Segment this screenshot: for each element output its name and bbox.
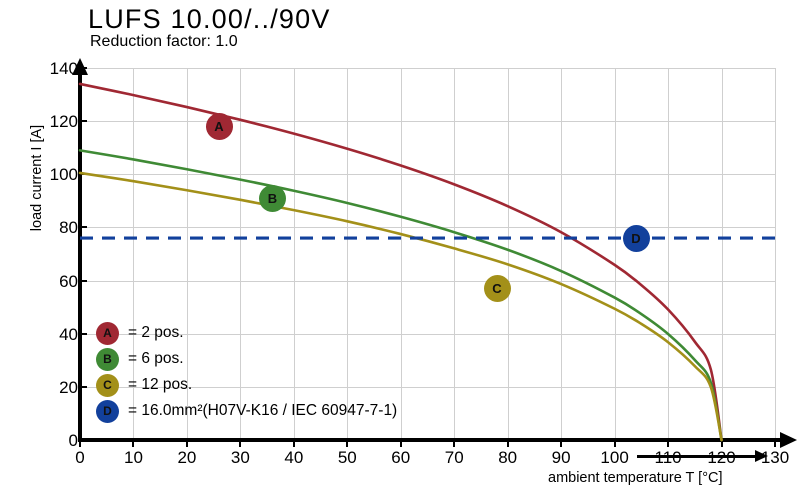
curve-marker-c: C <box>483 275 511 303</box>
gridline-horizontal <box>80 280 775 282</box>
gridline-vertical <box>721 68 723 440</box>
gridline-horizontal <box>80 174 775 176</box>
x-axis-tick <box>399 440 402 447</box>
legend-marker-d: D <box>96 399 119 423</box>
y-axis-tick-label: 80 <box>59 218 78 238</box>
x-axis-line <box>78 438 782 442</box>
x-axis-tick <box>292 440 295 447</box>
chart-subtitle: Reduction factor: 1.0 <box>90 33 238 50</box>
gridline-vertical <box>561 68 563 440</box>
y-axis-tick <box>80 120 87 123</box>
legend-item: C = 12 pos. <box>96 372 446 398</box>
legend-marker-b: B <box>96 347 119 371</box>
x-axis-direction-arrowhead-icon <box>755 450 768 462</box>
gridline-vertical <box>614 68 616 440</box>
gridline-horizontal <box>80 227 775 229</box>
x-axis-tick-label: 20 <box>177 448 197 467</box>
x-axis-tick-label: 90 <box>551 448 571 467</box>
gridline-horizontal <box>80 68 775 69</box>
x-axis-tick-label: 100 <box>600 448 629 467</box>
gridline-vertical <box>668 68 670 440</box>
y-axis-tick <box>80 385 87 388</box>
x-axis-tick-label: 130 <box>760 448 790 467</box>
gridline-vertical <box>454 68 456 440</box>
legend-label-b: = 6 pos. <box>128 350 184 367</box>
y-axis-tick <box>80 279 87 282</box>
y-axis-tick-label: 60 <box>59 271 78 291</box>
gridline-horizontal <box>80 121 775 123</box>
legend-label-c: = 12 pos. <box>128 376 193 393</box>
x-axis-tick-label: 60 <box>391 448 411 467</box>
y-axis-tick <box>80 226 87 229</box>
legend-label-a: = 2 pos. <box>128 324 184 341</box>
x-axis-tick <box>613 440 616 447</box>
x-axis-tick <box>720 440 723 447</box>
y-axis-tick-label: 20 <box>59 377 78 397</box>
y-axis-tick <box>80 332 87 335</box>
x-axis-direction-arrow-icon <box>637 455 757 458</box>
y-axis-tick-label: 120 <box>49 112 78 132</box>
legend-marker-a: A <box>96 321 119 345</box>
y-axis-tick <box>80 67 87 69</box>
x-axis-tick-label: 110 <box>654 448 682 467</box>
x-axis-tick-label: 80 <box>498 448 518 467</box>
x-axis-tick <box>185 440 188 447</box>
x-axis-label: ambient temperature T [°C] <box>548 470 723 486</box>
curve-marker-d: D <box>622 224 650 252</box>
x-axis-tick <box>346 440 349 447</box>
chart-title: LUFS 10.00/../90V <box>88 4 331 34</box>
x-axis-tick-label: 50 <box>337 448 357 467</box>
x-axis-tick <box>506 440 509 447</box>
x-axis-tick <box>132 440 135 447</box>
legend-label-d: = 16.0mm²(H07V-K16 / IEC 60947-7-1) <box>128 402 398 419</box>
y-axis-tick-label: 140 <box>49 59 78 78</box>
legend-item: A = 2 pos. <box>96 320 446 346</box>
x-axis-tick-label: 40 <box>284 448 304 467</box>
legend: A = 2 pos. B = 6 pos. C = 12 pos. D = 16.0mm²(H… <box>96 320 446 424</box>
x-axis-tick <box>667 440 670 447</box>
curve-marker-a: A <box>205 112 233 140</box>
x-axis-tick <box>560 440 563 447</box>
x-axis-tick <box>239 440 242 447</box>
x-axis-tick <box>79 440 81 447</box>
y-axis-tick <box>80 439 87 441</box>
y-axis-tick-label: 40 <box>59 324 78 344</box>
x-axis-tick-label: 70 <box>444 448 464 467</box>
y-axis-arrow-icon <box>72 58 88 75</box>
x-axis-tick-label: 0 <box>75 448 85 467</box>
gridline-vertical <box>775 68 776 440</box>
curve-marker-b: B <box>258 184 286 212</box>
x-axis-tick-label: 30 <box>230 448 250 467</box>
y-axis-label: load current I [A] <box>29 124 45 232</box>
legend-item: B = 6 pos. <box>96 346 446 372</box>
x-axis-tick <box>774 440 776 447</box>
x-axis-arrow-icon <box>780 432 797 448</box>
x-axis-tick-label: 120 <box>707 448 736 467</box>
y-axis-tick <box>80 173 87 176</box>
legend-item: D = 16.0mm²(H07V-K16 / IEC 60947-7-1) <box>96 398 446 424</box>
y-axis-tick-label: 0 <box>68 431 78 450</box>
y-axis-tick-label: 100 <box>49 165 78 185</box>
gridline-vertical <box>507 68 509 440</box>
legend-marker-c: C <box>96 373 119 397</box>
x-axis-tick-label: 10 <box>123 448 143 467</box>
x-axis-tick <box>453 440 456 447</box>
